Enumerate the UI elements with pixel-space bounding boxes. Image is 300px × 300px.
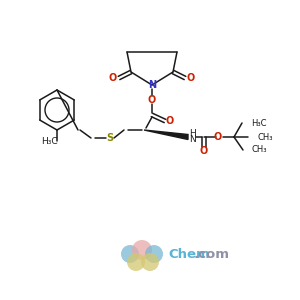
Text: S: S — [106, 133, 114, 143]
Text: H: H — [189, 128, 195, 137]
Text: H₃C: H₃C — [41, 137, 58, 146]
Text: N: N — [189, 136, 195, 145]
Text: .com: .com — [194, 248, 230, 262]
Text: Chem: Chem — [168, 248, 210, 262]
Circle shape — [145, 245, 163, 263]
Text: N: N — [148, 80, 156, 90]
Text: CH₃: CH₃ — [251, 146, 266, 154]
Text: O: O — [109, 73, 117, 83]
Text: H₃C: H₃C — [251, 118, 266, 127]
Text: CH₃: CH₃ — [257, 133, 272, 142]
Text: O: O — [214, 132, 222, 142]
Text: O: O — [200, 146, 208, 156]
Text: O: O — [166, 116, 174, 126]
Text: O: O — [187, 73, 195, 83]
Text: O: O — [148, 95, 156, 105]
Circle shape — [121, 245, 139, 263]
Polygon shape — [144, 130, 188, 140]
Circle shape — [127, 253, 145, 271]
Circle shape — [132, 240, 152, 260]
Circle shape — [141, 253, 159, 271]
